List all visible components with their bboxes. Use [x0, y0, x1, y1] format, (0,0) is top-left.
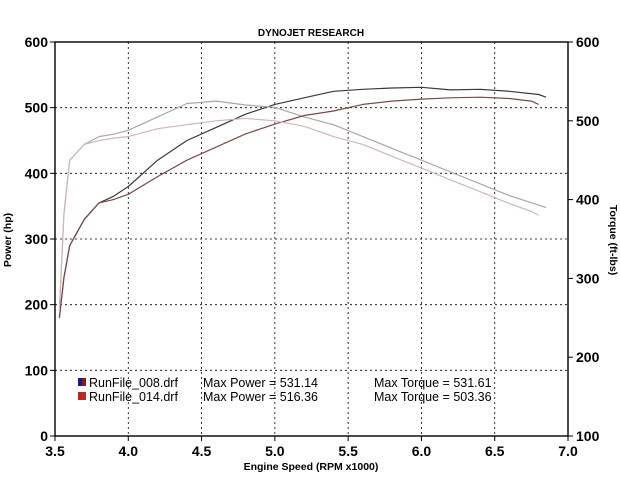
x-tick-label: 3.5	[45, 443, 65, 459]
legend-max-torque-runfile-008: Max Torque = 531.61	[374, 376, 492, 390]
axis-ticks: 3.5 4.0 4.5 5.0 5.5 6.0 6.5 7.0 0 100 200 300 400 500…	[25, 34, 600, 459]
y-left-tick-label: 200	[25, 297, 49, 313]
x-tick-label: 4.5	[192, 443, 212, 459]
x-tick-label: 5.5	[338, 443, 358, 459]
series-line-runfile-008-drf-torque	[58, 100, 547, 310]
series-line-runfile-014-drf-power	[58, 96, 539, 318]
y-axis-right-label: Torque (ft-lbs)	[607, 205, 619, 275]
y-left-tick-label: 300	[25, 231, 49, 247]
y-right-tick-label: 400	[576, 192, 600, 208]
y-left-tick-label: 100	[25, 362, 49, 378]
legend-entry-runfile-014: RunFile_014.drf Max Power = 516.36 Max T…	[78, 390, 492, 404]
x-axis-label: Engine Speed (RPM x1000)	[244, 461, 379, 473]
y-axis-left-label: Power (hp)	[2, 213, 14, 267]
chart-title: DYNOJET RESEARCH	[258, 28, 364, 39]
y-left-tick-label: 600	[25, 34, 49, 50]
x-tick-label: 6.0	[412, 443, 432, 459]
y-right-tick-label: 600	[576, 34, 600, 50]
legend-file-runfile-014: RunFile_014.drf	[89, 390, 178, 404]
legend-file-runfile-008: RunFile_008.drf	[89, 376, 178, 390]
y-left-tick-label: 400	[25, 165, 49, 181]
y-right-tick-label: 500	[576, 113, 600, 129]
legend-max-torque-runfile-014: Max Torque = 503.36	[374, 390, 492, 404]
legend-entry-runfile-008: RunFile_008.drf Max Power = 531.14 Max T…	[78, 376, 492, 390]
series-lines	[58, 86, 547, 318]
series-line-runfile-014-drf-torque	[58, 117, 539, 310]
x-tick-label: 7.0	[558, 443, 578, 459]
legend-swatch-runfile-014-a	[78, 392, 82, 400]
x-tick-label: 6.5	[485, 443, 505, 459]
legend-max-power-runfile-008: Max Power = 531.14	[203, 376, 318, 390]
y-right-tick-label: 200	[576, 349, 600, 365]
legend-swatch-runfile-014-b	[82, 392, 86, 400]
y-right-tick-label: 300	[576, 270, 600, 286]
y-left-tick-label: 0	[40, 428, 48, 444]
y-right-tick-label: 100	[576, 428, 600, 444]
legend-swatch-runfile-008-a	[78, 378, 82, 386]
x-tick-label: 4.0	[119, 443, 139, 459]
legend-max-power-runfile-014: Max Power = 516.36	[203, 390, 318, 404]
x-tick-label: 5.0	[265, 443, 285, 459]
y-left-tick-label: 500	[25, 100, 49, 116]
legend-swatch-runfile-008-b	[82, 378, 86, 386]
legend: RunFile_008.drf Max Power = 531.14 Max T…	[78, 376, 492, 404]
